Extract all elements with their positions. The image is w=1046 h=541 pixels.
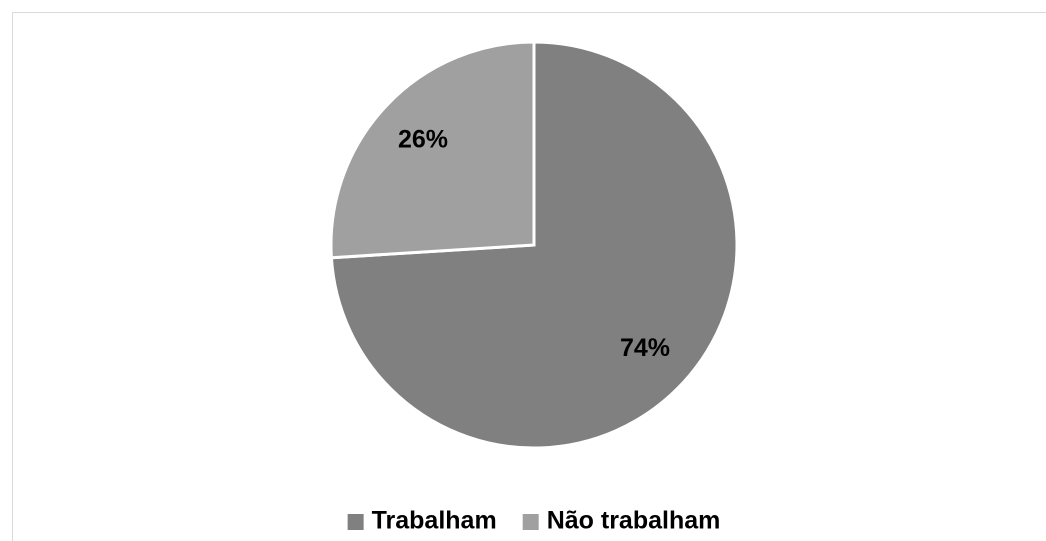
chart-frame	[12, 12, 1046, 541]
legend-swatch	[522, 514, 539, 530]
legend-label: Não trabalham	[547, 507, 721, 535]
data-label: 74%	[620, 334, 670, 362]
pie-slice	[329, 40, 536, 260]
data-label: 26%	[398, 125, 448, 153]
legend-swatch	[347, 514, 364, 530]
legend-label: Trabalham	[372, 507, 497, 535]
